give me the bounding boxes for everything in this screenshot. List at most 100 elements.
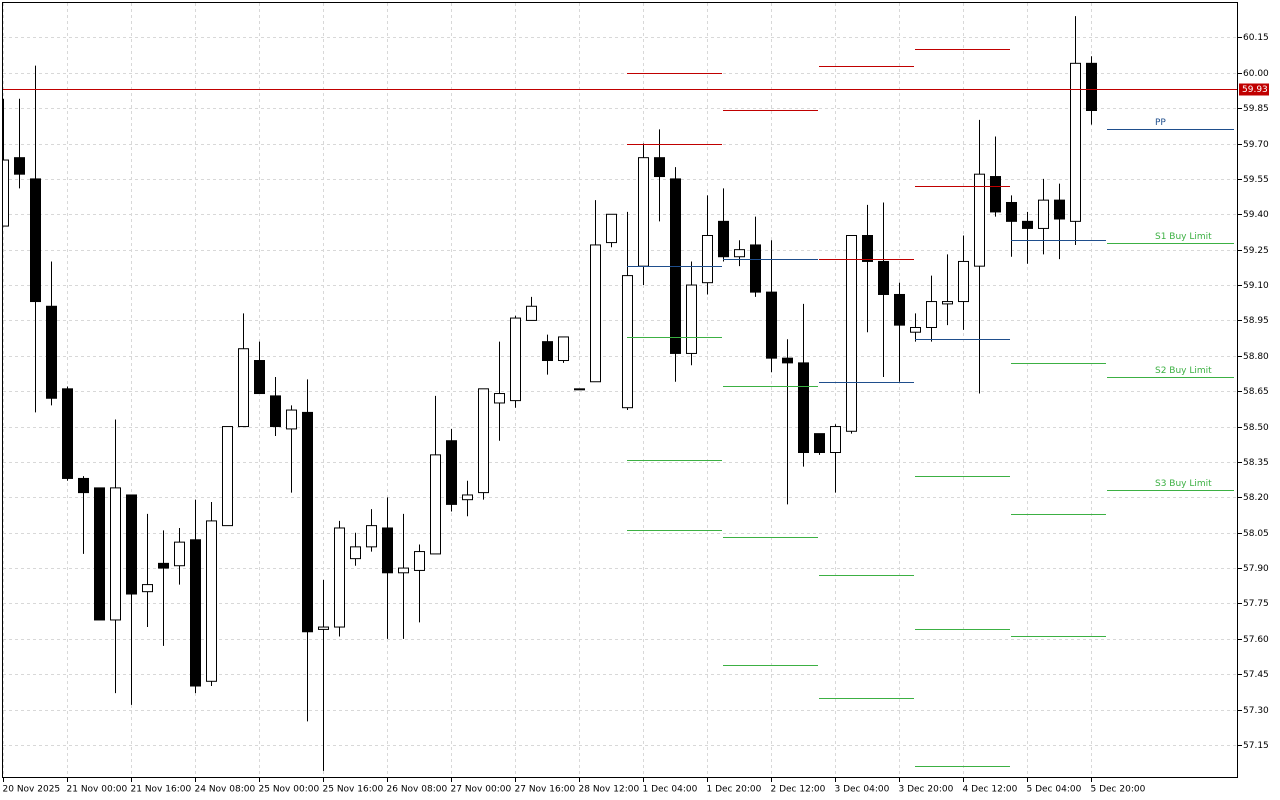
candle-body xyxy=(654,157,665,178)
x-tick-label: 2 Dec 12:00 xyxy=(771,785,826,795)
candle-body xyxy=(526,305,537,321)
candle-body xyxy=(206,520,217,682)
x-tick-label: 3 Dec 20:00 xyxy=(899,785,954,795)
candle-body xyxy=(814,433,825,454)
candle-body xyxy=(382,527,393,574)
candle-body xyxy=(846,235,857,432)
level-label: PP xyxy=(1155,118,1166,128)
candle-body xyxy=(750,244,761,293)
candle-body xyxy=(1038,199,1049,229)
price-tag xyxy=(1239,83,1269,96)
candle-body xyxy=(318,626,329,630)
candle-body xyxy=(14,157,25,175)
candle-body xyxy=(2,159,9,227)
candle-body xyxy=(798,362,809,454)
candle-body xyxy=(702,235,713,284)
price-tag-label: 59.93 xyxy=(1242,85,1268,95)
y-tick-label: 59.55 xyxy=(1243,175,1269,185)
candle-body xyxy=(78,477,89,494)
y-tick-label: 59.40 xyxy=(1243,210,1269,220)
candle-body xyxy=(830,426,841,454)
y-tick-label: 58.80 xyxy=(1243,352,1269,362)
x-tick-label: 5 Dec 20:00 xyxy=(1091,785,1146,795)
y-tick-label: 59.25 xyxy=(1243,246,1269,256)
x-tick-label: 20 Nov 2025 xyxy=(3,785,61,795)
candle-body xyxy=(30,178,41,303)
x-tick-label: 3 Dec 04:00 xyxy=(835,785,890,795)
x-tick-label: 24 Nov 08:00 xyxy=(195,785,256,795)
x-tick-label: 27 Nov 00:00 xyxy=(451,785,512,795)
y-tick-label: 58.95 xyxy=(1243,316,1269,326)
candle-body xyxy=(942,301,953,305)
candle-body xyxy=(782,357,793,364)
candle-body xyxy=(878,260,889,295)
x-tick-label: 5 Dec 04:00 xyxy=(1027,785,1082,795)
y-tick-label: 59.10 xyxy=(1243,281,1269,291)
level-label: S1 Buy Limit xyxy=(1155,232,1212,242)
candle-body xyxy=(686,284,697,354)
x-tick-label: 4 Dec 12:00 xyxy=(963,785,1018,795)
candle-body xyxy=(366,525,377,548)
candle-body xyxy=(558,336,569,362)
y-tick-label: 59.70 xyxy=(1243,140,1269,150)
candle-body xyxy=(62,388,73,479)
level-label: S3 Buy Limit xyxy=(1155,479,1212,489)
y-tick-label: 57.90 xyxy=(1243,564,1269,574)
candle-body xyxy=(302,411,313,633)
candle-body xyxy=(734,249,745,258)
candle-body xyxy=(990,176,1001,213)
candle-body xyxy=(478,388,489,494)
candle-body xyxy=(862,235,873,262)
candle-body xyxy=(190,539,201,687)
x-tick-label: 28 Nov 12:00 xyxy=(579,785,640,795)
candle-body xyxy=(222,426,233,527)
candle-body xyxy=(126,494,137,595)
x-tick-label: 1 Dec 04:00 xyxy=(643,785,698,795)
candle-body xyxy=(286,409,297,430)
y-tick-label: 57.15 xyxy=(1243,741,1269,751)
candle-body xyxy=(350,546,361,560)
candle-body xyxy=(910,326,921,333)
y-tick-label: 60.15 xyxy=(1243,33,1269,43)
candle-body xyxy=(446,440,457,505)
y-tick-label: 57.75 xyxy=(1243,599,1269,609)
x-tick-label: 26 Nov 08:00 xyxy=(387,785,448,795)
candle-body xyxy=(1006,201,1017,222)
y-tick-label: 58.65 xyxy=(1243,387,1269,397)
candle-body xyxy=(510,317,521,402)
candle-body xyxy=(142,584,153,593)
candle-body xyxy=(46,305,57,399)
candle-body xyxy=(462,494,473,501)
candle-body xyxy=(398,567,409,574)
y-tick-label: 58.05 xyxy=(1243,529,1269,539)
plot-border xyxy=(2,2,1238,778)
candle-body xyxy=(110,487,121,621)
candle-body xyxy=(158,562,169,569)
candle-body xyxy=(334,527,345,628)
candle-body xyxy=(574,388,585,391)
candle-body xyxy=(414,551,425,571)
axes: 57.15 57.30 57.45 57.60 57.75 57.90 58.05 58.20… xyxy=(3,33,1270,795)
candle-body xyxy=(638,157,649,267)
candle-body xyxy=(958,260,969,303)
x-tick-label: 25 Nov 16:00 xyxy=(323,785,384,795)
x-tick-label: 1 Dec 20:00 xyxy=(707,785,762,795)
y-tick-label: 58.50 xyxy=(1243,423,1269,433)
candle-body xyxy=(926,301,937,328)
candle-body xyxy=(1070,62,1081,222)
candle-body xyxy=(1086,62,1097,111)
x-tick-label: 21 Nov 16:00 xyxy=(131,785,192,795)
candle-body xyxy=(542,341,553,362)
candle-body xyxy=(606,213,617,244)
plot-area: PP S1 Buy Limit S2 Buy Limit S3 Buy Limit xyxy=(2,16,1238,771)
x-tick-label: 25 Nov 00:00 xyxy=(259,785,320,795)
candle-body xyxy=(894,293,905,326)
candle-body xyxy=(238,348,249,428)
y-tick-label: 57.45 xyxy=(1243,670,1269,680)
y-tick-label: 57.30 xyxy=(1243,706,1269,716)
candle-body xyxy=(1054,199,1065,220)
candle-body xyxy=(494,393,505,404)
candle-body xyxy=(590,244,601,383)
y-tick-label: 60.00 xyxy=(1243,69,1269,79)
